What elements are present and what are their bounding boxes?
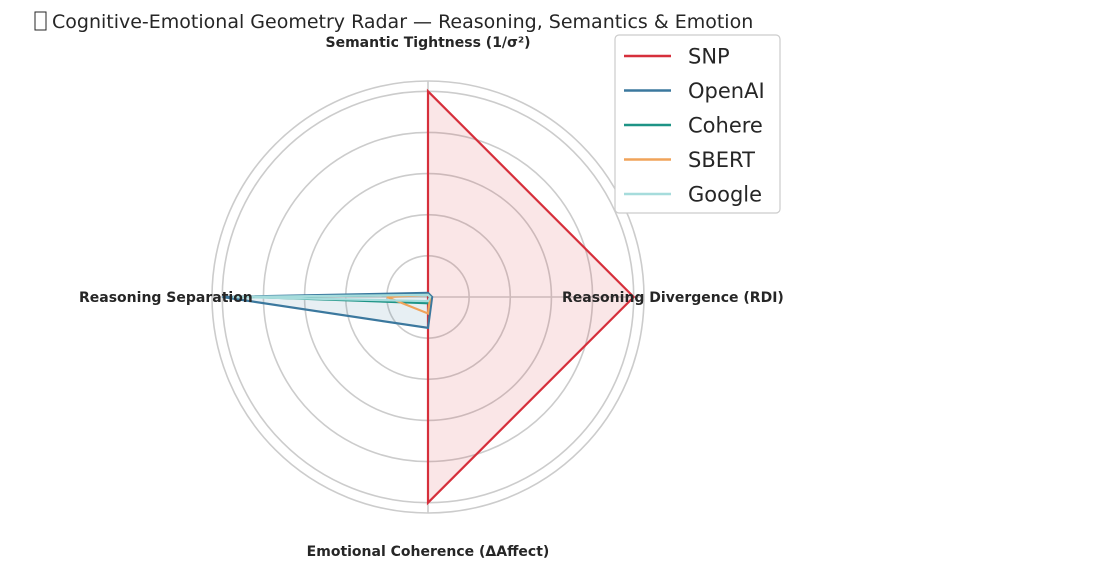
- axis-label: Emotional Coherence (ΔAffect): [307, 544, 550, 560]
- radar-series: [222, 88, 636, 506]
- series-fill-snp: [428, 91, 634, 503]
- axis-label: Semantic Tightness (1/σ²): [326, 35, 531, 51]
- axis-label: Reasoning Separation: [79, 290, 253, 306]
- chart-title: Cognitive-Emotional Geometry Radar — Rea…: [52, 11, 753, 33]
- series-line-snp: [426, 88, 636, 506]
- legend-label: SNP: [688, 45, 730, 69]
- legend-label: OpenAI: [688, 79, 765, 103]
- chart-title-group: Cognitive-Emotional Geometry Radar — Rea…: [34, 11, 753, 33]
- legend-label: Google: [688, 183, 762, 207]
- legend: SNP OpenAI Cohere SBERT Google: [614, 34, 781, 214]
- legend-label: Cohere: [688, 114, 763, 138]
- legend-label: SBERT: [688, 148, 755, 172]
- axis-labels: Semantic Tightness (1/σ²) Reasoning Diver…: [79, 35, 784, 560]
- brain-icon: [34, 11, 47, 31]
- axis-label: Reasoning Divergence (RDI): [562, 290, 784, 306]
- legend-frame: [614, 34, 781, 214]
- series-line-google: [232, 293, 432, 303]
